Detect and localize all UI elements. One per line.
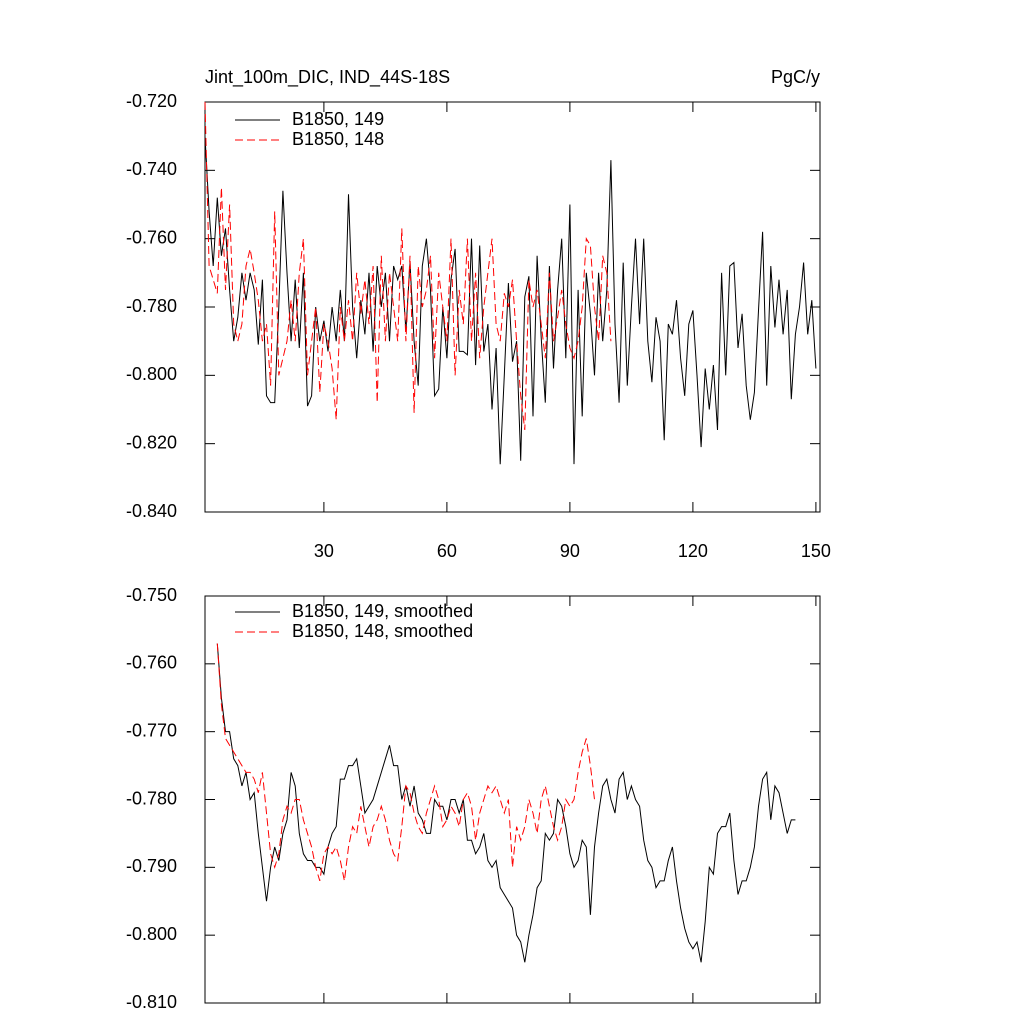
legend-label: B1850, 148 bbox=[292, 129, 384, 149]
y-tick-label: -0.840 bbox=[126, 501, 177, 521]
y-tick-label: -0.820 bbox=[126, 432, 177, 452]
legend-label: B1850, 148, smoothed bbox=[292, 621, 473, 641]
series-line bbox=[204, 136, 817, 465]
series-line bbox=[204, 101, 612, 431]
y-tick-label: -0.800 bbox=[126, 924, 177, 944]
x-tick-label: 120 bbox=[678, 541, 708, 561]
series-line bbox=[216, 643, 796, 963]
y-tick-label: -0.810 bbox=[126, 992, 177, 1012]
y-tick-label: -0.800 bbox=[126, 364, 177, 384]
chart-title: Jint_100m_DIC, IND_44S-18S bbox=[205, 67, 450, 88]
x-tick-label: 30 bbox=[314, 541, 334, 561]
y-tick-label: -0.750 bbox=[126, 585, 177, 605]
x-tick-label: 90 bbox=[560, 541, 580, 561]
y-tick-label: -0.790 bbox=[126, 856, 177, 876]
y-tick-label: -0.740 bbox=[126, 159, 177, 179]
y-tick-label: -0.780 bbox=[126, 788, 177, 808]
y-tick-label: -0.760 bbox=[126, 227, 177, 247]
series-line bbox=[216, 643, 595, 882]
y-tick-label: -0.780 bbox=[126, 296, 177, 316]
legend-label: B1850, 149 bbox=[292, 109, 384, 129]
legend-label: B1850, 149, smoothed bbox=[292, 601, 473, 621]
y-tick-label: -0.770 bbox=[126, 720, 177, 740]
units-label: PgC/y bbox=[771, 67, 820, 87]
x-tick-label: 60 bbox=[437, 541, 457, 561]
x-tick-label: 150 bbox=[801, 541, 831, 561]
y-tick-label: -0.760 bbox=[126, 653, 177, 673]
y-tick-label: -0.720 bbox=[126, 91, 177, 111]
